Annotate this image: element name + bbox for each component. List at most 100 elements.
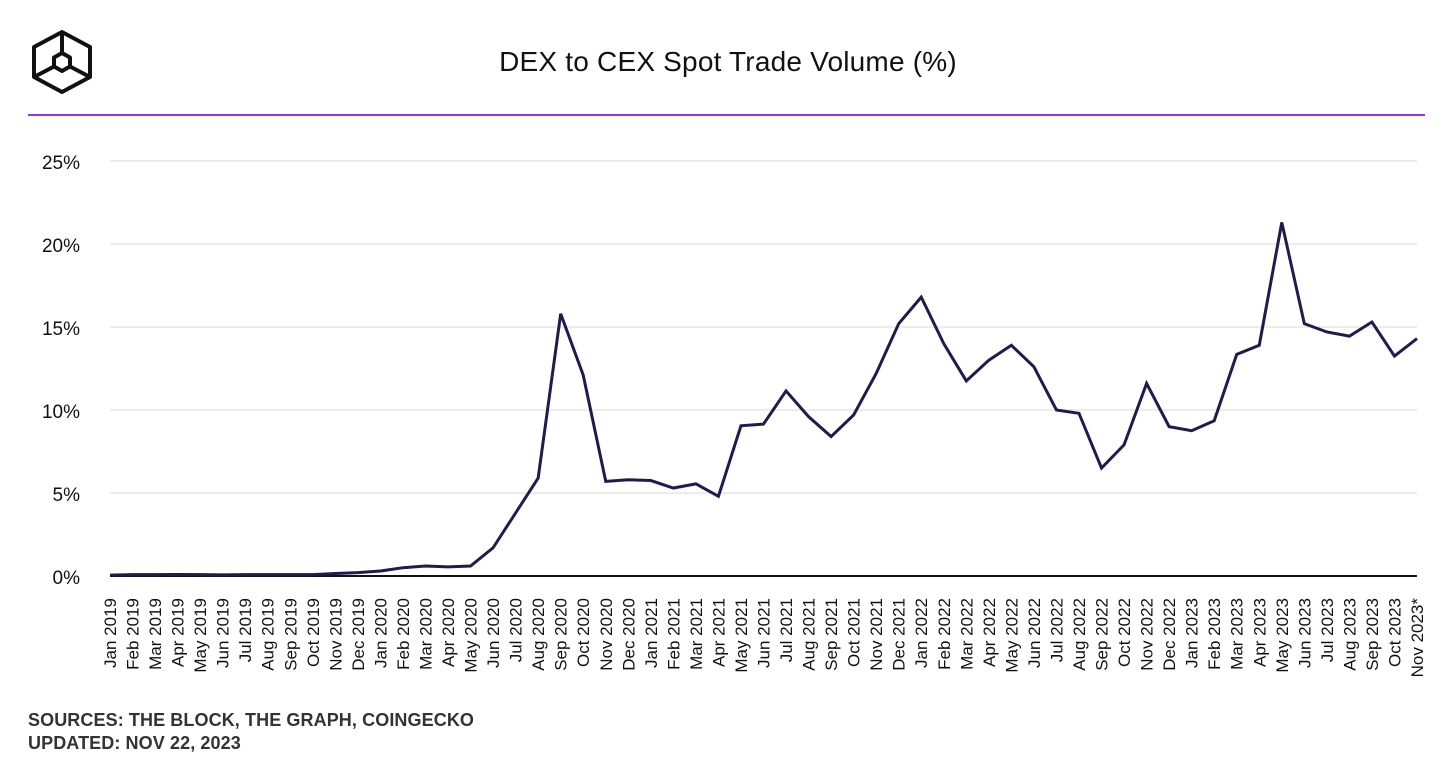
x-tick-label: May 2021 xyxy=(732,598,751,673)
data-point xyxy=(131,573,134,576)
x-tick-label: Sep 2019 xyxy=(281,598,300,671)
x-tick-label: Nov 2021 xyxy=(867,598,886,671)
data-point xyxy=(785,389,788,392)
x-tick-label: Sep 2023 xyxy=(1363,598,1382,671)
data-point xyxy=(582,374,585,377)
x-tick-label: Apr 2020 xyxy=(439,598,458,667)
series-line xyxy=(109,222,1418,577)
x-tick-label: Oct 2019 xyxy=(304,598,323,667)
data-point xyxy=(1213,419,1216,422)
data-point xyxy=(244,573,247,576)
data-point xyxy=(762,423,765,426)
x-tick-label: Mar 2022 xyxy=(957,598,976,670)
data-point xyxy=(492,546,495,549)
x-tick-label: Mar 2023 xyxy=(1228,598,1247,670)
x-tick-label: Nov 2022 xyxy=(1138,598,1157,671)
x-tick-label: Feb 2020 xyxy=(394,598,413,670)
x-tick-label: Jul 2020 xyxy=(507,598,526,662)
data-point xyxy=(830,435,833,438)
the-block-cube-logo-icon xyxy=(32,30,92,94)
data-point xyxy=(514,511,517,514)
x-tick-label: Nov 2020 xyxy=(597,598,616,671)
x-tick-label: Jul 2019 xyxy=(236,598,255,662)
x-tick-label: Mar 2021 xyxy=(687,598,706,670)
data-point xyxy=(447,565,450,568)
data-point xyxy=(1370,321,1373,324)
x-tick-label: Feb 2019 xyxy=(124,598,143,670)
x-tick-label: Apr 2022 xyxy=(980,598,999,667)
x-tick-label: Sep 2022 xyxy=(1093,598,1112,671)
data-point xyxy=(1258,344,1261,347)
x-tick-label: Jul 2021 xyxy=(777,598,796,662)
y-tick-label: 25% xyxy=(42,153,80,174)
data-point xyxy=(1190,429,1193,432)
x-tick-label: Aug 2020 xyxy=(529,598,548,671)
data-point xyxy=(897,322,900,325)
data-point xyxy=(537,477,540,480)
x-tick-label: Jan 2023 xyxy=(1183,598,1202,668)
x-tick-label: Jun 2022 xyxy=(1025,598,1044,668)
x-tick-label: Mar 2020 xyxy=(416,598,435,670)
data-point xyxy=(154,573,157,576)
data-point xyxy=(424,565,427,568)
x-tick-label: Feb 2023 xyxy=(1205,598,1224,670)
x-tick-label: Feb 2022 xyxy=(935,598,954,670)
x-tick-label: Mar 2019 xyxy=(146,598,165,670)
data-point xyxy=(1325,330,1328,333)
data-point xyxy=(694,482,697,485)
x-tick-label: Jan 2020 xyxy=(371,598,390,668)
x-tick-label: Sep 2020 xyxy=(552,598,571,671)
y-tick-label: 0% xyxy=(53,568,81,589)
data-point xyxy=(1100,467,1103,470)
x-tick-label: Dec 2019 xyxy=(349,598,368,671)
data-point xyxy=(875,372,878,375)
data-point xyxy=(221,573,224,576)
x-tick-label: Jan 2021 xyxy=(642,598,661,668)
x-tick-label: Dec 2021 xyxy=(890,598,909,671)
data-point xyxy=(987,359,990,362)
data-point xyxy=(852,413,855,416)
x-tick-label: Dec 2020 xyxy=(619,598,638,671)
data-point xyxy=(942,342,945,345)
data-point xyxy=(109,574,112,577)
data-point xyxy=(1280,221,1283,224)
data-point xyxy=(627,478,630,481)
y-tick-label: 5% xyxy=(53,485,81,506)
x-tick-label: Apr 2019 xyxy=(169,598,188,667)
data-point xyxy=(1145,382,1148,385)
y-tick-label: 20% xyxy=(42,236,80,257)
sources-note: SOURCES: THE BLOCK, THE GRAPH, COINGECKO xyxy=(28,710,475,730)
data-point xyxy=(1010,344,1013,347)
x-tick-label: Oct 2021 xyxy=(845,598,864,667)
header-divider xyxy=(28,114,1425,116)
data-point xyxy=(1123,443,1126,446)
x-tick-label: Jul 2023 xyxy=(1318,598,1337,662)
x-tick-label: May 2023 xyxy=(1273,598,1292,673)
x-tick-label: May 2020 xyxy=(462,598,481,673)
data-point xyxy=(1235,353,1238,356)
data-point xyxy=(1032,365,1035,368)
data-point xyxy=(604,480,607,483)
x-tick-label: Jun 2020 xyxy=(484,598,503,668)
x-tick-label: May 2019 xyxy=(191,598,210,673)
data-point xyxy=(289,573,292,576)
x-tick-label: Jun 2023 xyxy=(1295,598,1314,668)
data-point xyxy=(311,573,314,576)
data-point xyxy=(1416,337,1419,340)
x-tick-label: Oct 2020 xyxy=(574,598,593,667)
data-point xyxy=(1055,409,1058,412)
data-point xyxy=(920,296,923,299)
data-point xyxy=(176,573,179,576)
data-point xyxy=(199,573,202,576)
y-tick-label: 15% xyxy=(42,319,80,340)
x-tick-label: Aug 2023 xyxy=(1340,598,1359,671)
data-point xyxy=(739,424,742,427)
data-point xyxy=(401,566,404,569)
x-tick-label: Jan 2022 xyxy=(912,598,931,668)
data-point xyxy=(807,415,810,418)
data-point xyxy=(965,379,968,382)
data-point xyxy=(469,565,472,568)
data-point xyxy=(1393,355,1396,358)
data-point xyxy=(1303,322,1306,325)
